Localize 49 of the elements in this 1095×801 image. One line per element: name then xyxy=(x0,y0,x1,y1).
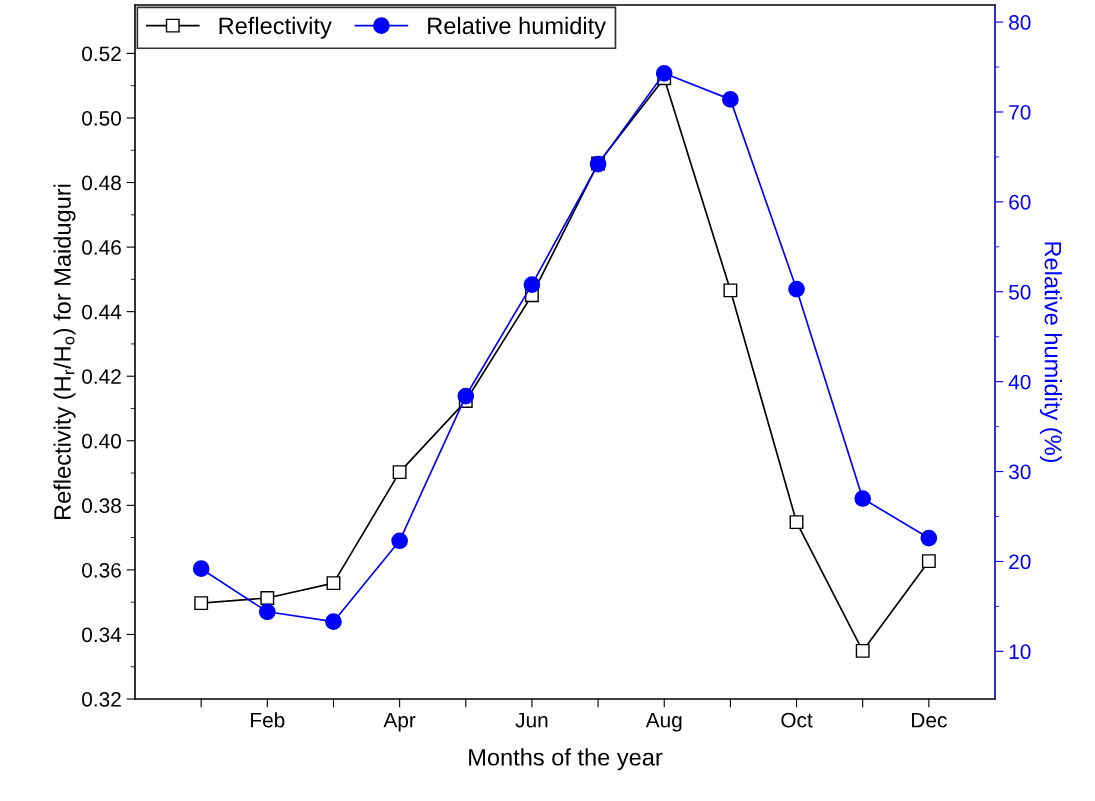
point xyxy=(789,515,804,530)
x-axis-title: Months of the year xyxy=(469,748,663,771)
y2-tick-label: 80 xyxy=(1009,15,1031,30)
point xyxy=(655,64,673,82)
y-tick-label: 0.32 xyxy=(82,692,121,707)
point xyxy=(722,91,739,108)
x-tick-label: Dec xyxy=(912,712,947,728)
y2-tick-label: 40 xyxy=(1008,374,1031,390)
point xyxy=(192,560,210,577)
y-tick-label: 0.38 xyxy=(82,498,121,514)
y2-axis-title: Relative humidity (%) xyxy=(1039,242,1062,463)
point xyxy=(788,280,805,298)
point xyxy=(325,613,342,631)
point xyxy=(194,596,209,611)
point xyxy=(854,490,872,507)
point xyxy=(258,603,276,621)
point xyxy=(921,554,936,569)
legend-label: Relative humidity xyxy=(428,16,606,39)
y2-tick-label: 20 xyxy=(1009,554,1031,570)
x-tick-label: Apr xyxy=(383,712,416,732)
y2-tick-label: 10 xyxy=(1009,644,1031,660)
point xyxy=(260,591,275,605)
y-tick-label: 0.34 xyxy=(82,627,122,643)
y-axis-title: Reflectivity (H$_{r}$/H$_{o}$) for Maiduguri xyxy=(53,184,76,519)
y2-tick-label: 60 xyxy=(1009,194,1031,210)
y-tick-label: 0.36 xyxy=(82,562,121,578)
y-tick-label: 0.48 xyxy=(82,175,121,191)
x-tick-label: Feb xyxy=(251,712,285,728)
point xyxy=(523,276,541,293)
legend-label: Reflectivity xyxy=(219,16,332,39)
point xyxy=(855,643,870,658)
y2-tick-label: 70 xyxy=(1009,104,1031,120)
y-tick-label: 0.44 xyxy=(82,304,122,320)
y-tick-label: 0.50 xyxy=(82,110,121,126)
y2-tick-label: 50 xyxy=(1009,284,1031,300)
y2-tick-label: 30 xyxy=(1008,464,1031,480)
x-tick-label: Aug xyxy=(645,712,682,732)
point xyxy=(391,532,408,550)
point xyxy=(457,387,475,405)
x-tick-label: Oct xyxy=(781,712,813,728)
point xyxy=(920,529,938,547)
point xyxy=(326,576,341,591)
y-tick-label: 0.40 xyxy=(82,433,121,449)
y-tick-label: 0.46 xyxy=(82,240,121,255)
point xyxy=(723,283,738,298)
x-tick-label: Jun xyxy=(515,712,548,728)
y-tick-label: 0.52 xyxy=(82,46,121,62)
y-tick-label: 0.42 xyxy=(82,369,121,384)
point xyxy=(392,465,407,480)
